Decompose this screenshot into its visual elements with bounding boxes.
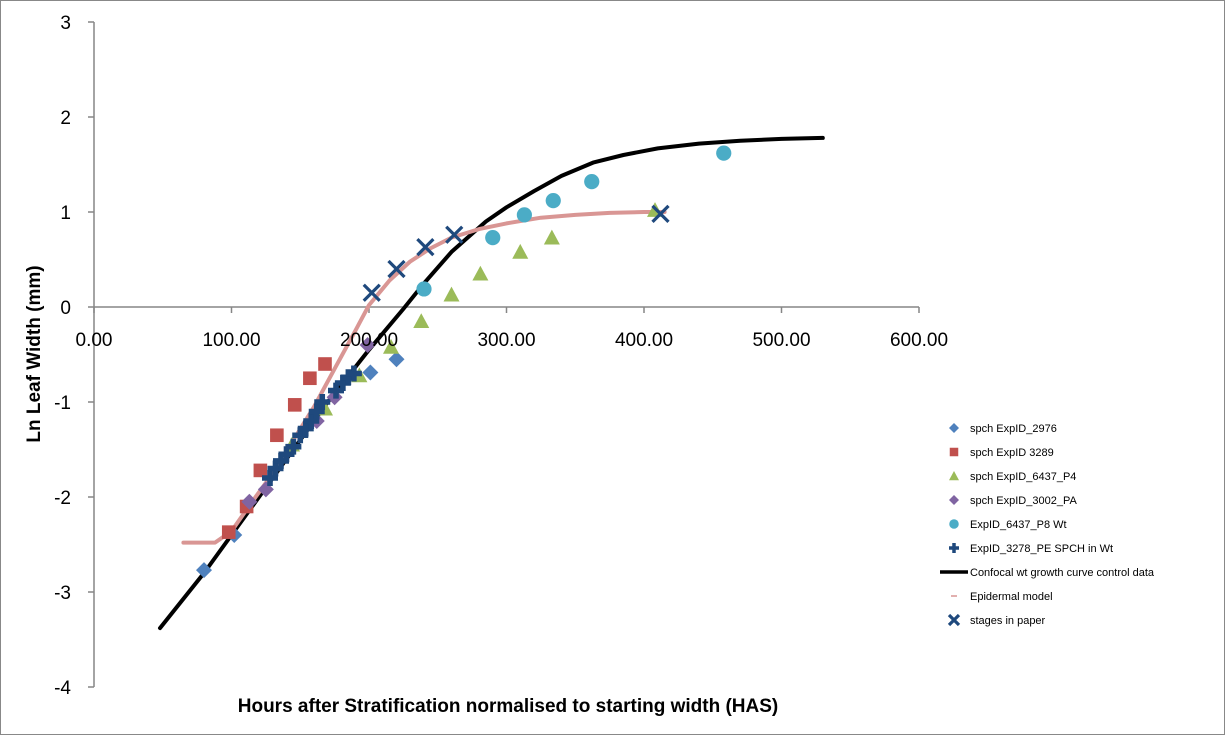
data-point-expid-3278-pe-spch-in-wt bbox=[334, 375, 351, 392]
data-point-spch-expid-2976 bbox=[362, 364, 379, 381]
data-point-expid-3278-pe-spch-in-wt bbox=[262, 470, 279, 487]
legend-label: spch ExpID_6437_P4 bbox=[970, 471, 1076, 483]
data-point-stages-in-paper bbox=[387, 259, 406, 279]
legend-label: Confocal wt growth curve control data bbox=[970, 567, 1155, 579]
data-point-spch-expid-6437-p4 bbox=[472, 265, 489, 281]
data-point-expid-3278-pe-spch-in-wt bbox=[278, 446, 295, 463]
data-point-spch-expid-3002-pa bbox=[359, 337, 376, 353]
data-point-expid-6437-p8-wt bbox=[485, 230, 501, 246]
legend-swatch-spch-expid-6437-p4 bbox=[949, 471, 959, 481]
y-axis-title: Ln Leaf Width (mm) bbox=[24, 265, 45, 442]
data-point-expid-3278-pe-spch-in-wt bbox=[340, 369, 357, 386]
data-point-expid-3278-pe-spch-in-wt bbox=[297, 420, 314, 437]
y-tick-label: -3 bbox=[54, 583, 71, 604]
data-point-stages-in-paper bbox=[445, 225, 464, 244]
legend-label: spch ExpID_2976 bbox=[970, 423, 1057, 435]
data-point-spch-expid-3289 bbox=[253, 463, 268, 478]
data-point-spch-expid-6437-p4 bbox=[543, 229, 560, 245]
y-tick-label: 2 bbox=[60, 108, 71, 129]
legend-swatch-expid-6437-p8-wt bbox=[949, 519, 959, 529]
data-point-spch-expid-3289 bbox=[303, 371, 317, 386]
data-point-spch-expid-3289 bbox=[287, 398, 302, 412]
legend-label: ExpID_3278_PE SPCH in Wt bbox=[970, 543, 1113, 555]
data-point-spch-expid-6437-p4 bbox=[413, 313, 430, 329]
data-point-expid-3278-pe-spch-in-wt bbox=[267, 460, 284, 477]
data-point-expid-3278-pe-spch-in-wt bbox=[273, 452, 290, 469]
legend-label: Epidermal model bbox=[970, 591, 1053, 603]
data-point-expid-3278-pe-spch-in-wt bbox=[314, 394, 331, 411]
y-tick-label: 1 bbox=[60, 203, 71, 224]
series-line-confocal-wt-growth-curve-control-data bbox=[158, 135, 825, 631]
data-point-stages-in-paper bbox=[362, 283, 381, 302]
legend-swatch-stages-in-paper bbox=[947, 613, 961, 627]
data-point-spch-expid-6437-p4 bbox=[512, 243, 529, 259]
tick-labels: 3 2 1 0 -1 -2 -3 -4 0.00 100.00 200.00 300.00 400.00… bbox=[54, 13, 948, 699]
data-point-spch-expid-6437-p4 bbox=[443, 286, 460, 302]
data-point-spch-expid-3289 bbox=[270, 428, 284, 443]
y-tick-label: -1 bbox=[54, 393, 71, 414]
data-point-spch-expid-3289 bbox=[318, 357, 332, 371]
data-point-spch-expid-2976 bbox=[388, 351, 405, 368]
x-tick-label: 500.00 bbox=[752, 330, 810, 351]
legend-label: ExpID_6437_P8 Wt bbox=[970, 519, 1067, 531]
data-point-expid-6437-p8-wt bbox=[416, 281, 432, 297]
legend-swatch-spch-expid-3002-pa bbox=[949, 495, 959, 505]
x-tick-label: 400.00 bbox=[615, 330, 673, 351]
y-tick-label: -2 bbox=[54, 488, 71, 509]
data-point-expid-3278-pe-spch-in-wt bbox=[308, 403, 325, 420]
legend-label: spch ExpID 3289 bbox=[970, 447, 1054, 459]
data-point-stages-in-paper bbox=[416, 238, 435, 257]
legend-label: spch ExpID_3002_PA bbox=[970, 495, 1077, 507]
data-point-spch-expid-3289 bbox=[221, 525, 236, 539]
legend-swatch-spch-expid-2976 bbox=[949, 423, 959, 433]
x-tick-label: 300.00 bbox=[477, 330, 535, 351]
data-point-expid-3278-pe-spch-in-wt bbox=[345, 365, 362, 382]
legend-swatch-spch-expid-3289 bbox=[949, 447, 959, 457]
data-point-expid-3278-pe-spch-in-wt bbox=[292, 427, 309, 444]
axes bbox=[88, 21, 920, 688]
x-tick-label: 600.00 bbox=[890, 330, 948, 351]
data-point-expid-3278-pe-spch-in-wt bbox=[285, 438, 302, 455]
series-line-epidermal-model bbox=[181, 210, 667, 545]
data-point-expid-3278-pe-spch-in-wt bbox=[328, 382, 345, 399]
y-tick-label: 3 bbox=[60, 13, 71, 34]
x-axis-title: Hours after Stratification normalised to… bbox=[238, 696, 779, 717]
y-tick-label: 0 bbox=[60, 298, 71, 319]
data-point-expid-6437-p8-wt bbox=[545, 193, 561, 209]
data-point-expid-6437-p8-wt bbox=[716, 145, 732, 161]
data-point-spch-expid-6437-p4 bbox=[383, 338, 399, 354]
data-point-spch-expid-3002-pa bbox=[241, 493, 258, 510]
data-point-expid-6437-p8-wt bbox=[516, 207, 532, 223]
legend-swatch-expid-3278-pe-spch-in-wt bbox=[949, 543, 959, 553]
x-tick-label: 200.00 bbox=[340, 330, 398, 351]
legend-label: stages in paper bbox=[970, 615, 1046, 627]
x-tick-label: 0.00 bbox=[76, 330, 113, 351]
data-point-stages-in-paper bbox=[651, 204, 670, 224]
series-lines bbox=[158, 135, 825, 631]
y-tick-label: -4 bbox=[54, 678, 71, 699]
x-tick-label: 100.00 bbox=[202, 330, 260, 351]
data-point-spch-expid-2976 bbox=[196, 562, 212, 579]
data-point-expid-6437-p8-wt bbox=[584, 174, 600, 190]
data-point-expid-3278-pe-spch-in-wt bbox=[303, 413, 320, 430]
series-markers bbox=[196, 145, 732, 579]
